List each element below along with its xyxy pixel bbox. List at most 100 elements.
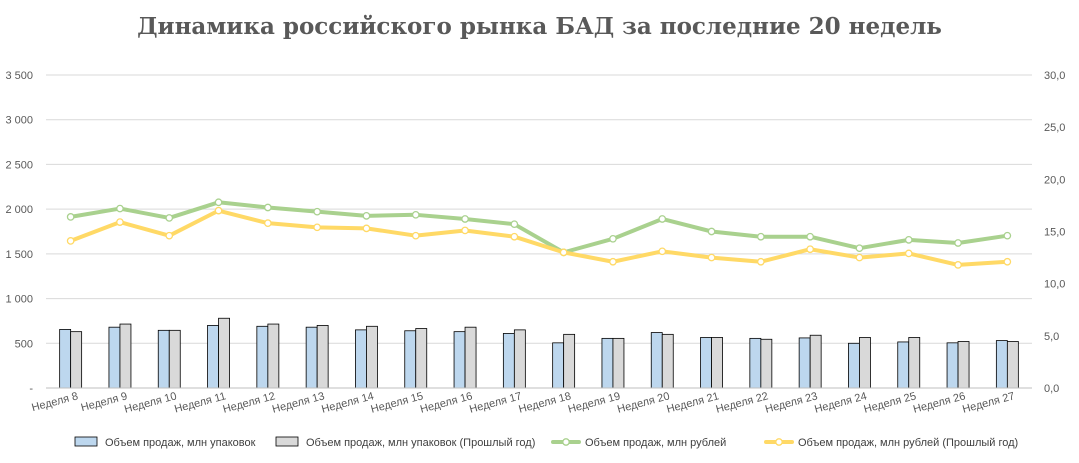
x-tick-label: Неделя 27 <box>961 390 1016 415</box>
line-point <box>707 227 716 236</box>
line-point <box>116 204 124 213</box>
bar <box>366 325 378 389</box>
line-point <box>411 231 420 240</box>
bar <box>256 325 269 389</box>
y-right-tick-label: 0,0 <box>1044 383 1059 395</box>
line-point <box>806 232 815 241</box>
bar <box>404 330 417 389</box>
line-point <box>559 248 568 257</box>
series-line <box>68 200 1010 255</box>
legend-item: Объем продаж, млн упаковок (Прошлый год) <box>275 436 535 449</box>
x-tick-label: Неделя 10 <box>123 390 178 415</box>
bar <box>908 337 921 389</box>
y-axis-left: - 500 1 000 1 500 2 000 2 500 3 000 3 500 <box>5 70 33 395</box>
x-tick-label: Неделя 15 <box>370 390 425 415</box>
bar <box>108 326 121 389</box>
legend-swatch <box>74 436 98 447</box>
series-line <box>68 208 1010 267</box>
lines <box>66 198 1012 269</box>
line-point <box>756 232 765 241</box>
legend-marker <box>775 438 783 446</box>
y-left-tick-label: 1 500 <box>5 249 33 261</box>
bar <box>650 332 663 389</box>
x-tick-label: Неделя 16 <box>419 390 474 415</box>
bar <box>552 342 565 389</box>
bar <box>809 334 822 389</box>
bar <box>798 337 811 389</box>
y-right-tick-label: 5,0 <box>1044 331 1059 343</box>
line-point <box>313 223 321 232</box>
bar <box>957 341 970 389</box>
legend-swatch <box>275 436 299 447</box>
line-point <box>1003 231 1012 240</box>
line-point <box>658 247 667 256</box>
y-right-tick-label: 25,0 <box>1044 122 1065 134</box>
line-point <box>461 215 469 223</box>
bar <box>207 324 219 389</box>
line-point <box>756 257 765 266</box>
bar <box>157 329 170 389</box>
line-point <box>411 210 420 219</box>
line-point <box>362 212 371 220</box>
line-point <box>510 220 519 229</box>
bar <box>563 333 576 389</box>
line-point <box>214 198 223 207</box>
y-left-tick-label: - <box>29 383 33 395</box>
line-point <box>609 257 617 266</box>
bar <box>946 342 959 389</box>
x-tick-label: Неделя 26 <box>912 390 967 415</box>
legend-item: Объем продаж, млн упаковок <box>74 436 256 449</box>
y-right-tick-label: 30,0 <box>1044 70 1065 82</box>
line-point <box>263 203 272 212</box>
bar <box>464 326 477 389</box>
y-left-tick-label: 2 000 <box>5 204 33 216</box>
bar <box>1006 341 1019 389</box>
bars <box>59 317 1019 389</box>
x-tick-label: Неделя 13 <box>271 390 326 415</box>
bar <box>897 341 910 389</box>
line-point <box>362 224 371 233</box>
legend-label: Объем продаж, млн рублей (Прошлый год) <box>798 437 1018 449</box>
bar <box>661 333 674 389</box>
line-point <box>313 207 321 216</box>
legend-marker <box>562 438 570 446</box>
bar <box>218 317 230 389</box>
bar <box>760 338 773 389</box>
line-point <box>66 213 75 221</box>
bar <box>711 337 723 389</box>
y-right-tick-label: 10,0 <box>1044 279 1065 291</box>
bar <box>415 328 428 389</box>
line-point <box>214 206 223 215</box>
x-tick-label: Неделя 17 <box>468 390 523 415</box>
line-point <box>165 231 174 240</box>
bar <box>453 331 466 389</box>
x-tick-label: Неделя 12 <box>222 390 277 415</box>
bar <box>305 326 318 389</box>
bar <box>848 342 860 389</box>
line-point <box>461 226 469 235</box>
line-point <box>510 232 519 241</box>
x-tick-label: Неделя 21 <box>665 390 720 415</box>
bar <box>601 337 614 389</box>
bar <box>70 331 83 389</box>
y-axis-right: 0,0 5,0 10,0 15,0 20,0 25,0 30,0 <box>1044 70 1065 395</box>
legend: Объем продаж, млн упаковок Объем продаж, … <box>74 436 1018 449</box>
line-point <box>954 261 962 269</box>
x-tick-label: Неделя 11 <box>173 390 227 415</box>
y-right-tick-label: 20,0 <box>1044 174 1065 186</box>
legend-item: Объем продаж, млн рублей <box>551 437 726 449</box>
x-tick-label: Неделя 24 <box>813 390 868 415</box>
bar <box>859 337 871 389</box>
chart-title: Динамика российского рынка БАД за послед… <box>137 13 942 40</box>
x-tick-label: Неделя 19 <box>567 390 622 415</box>
y-left-tick-label: 500 <box>15 338 33 350</box>
line-point <box>954 239 962 247</box>
x-tick-label: Неделя 8 <box>30 390 79 414</box>
x-tick-label: Неделя 25 <box>863 390 918 415</box>
x-tick-label: Неделя 22 <box>715 390 770 415</box>
bar <box>995 340 1008 389</box>
y-left-tick-label: 3 500 <box>5 70 33 82</box>
x-tick-label: Неделя 20 <box>616 390 671 415</box>
